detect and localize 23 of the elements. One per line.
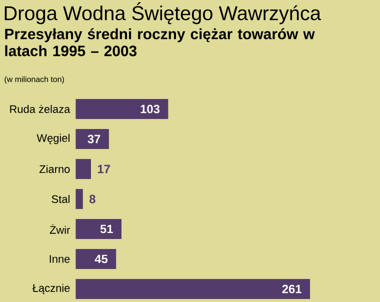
data-label: 17 [98, 164, 110, 174]
bar [76, 129, 109, 149]
y-tick-label: Ziarno [39, 164, 70, 174]
y-tick-label: Żwir [50, 224, 70, 234]
data-label: 45 [94, 254, 108, 264]
data-label: 8 [89, 194, 96, 204]
bar [76, 99, 168, 119]
chart-subtitle: Przesyłany średni roczny ciężar towarów w latach 1995 – 2003 [5, 28, 315, 56]
data-label: 37 [88, 134, 100, 144]
y-tick-label: Łącznie [32, 284, 70, 294]
bar [76, 159, 91, 179]
bar [76, 248, 116, 269]
data-label: 51 [100, 224, 113, 234]
chart-title: Droga Wodna Świętego Wawrzyńca [4, 2, 322, 24]
bar [76, 218, 122, 239]
y-tick-label: Inne [50, 255, 70, 263]
bar [76, 189, 83, 209]
y-tick-label: Stal [52, 194, 70, 204]
y-tick-label: Ruda żelaza [10, 104, 70, 114]
data-label: 261 [282, 284, 302, 294]
y-tick-label: Węgiel [36, 134, 70, 144]
bar [76, 278, 310, 299]
data-label: 103 [140, 104, 160, 114]
